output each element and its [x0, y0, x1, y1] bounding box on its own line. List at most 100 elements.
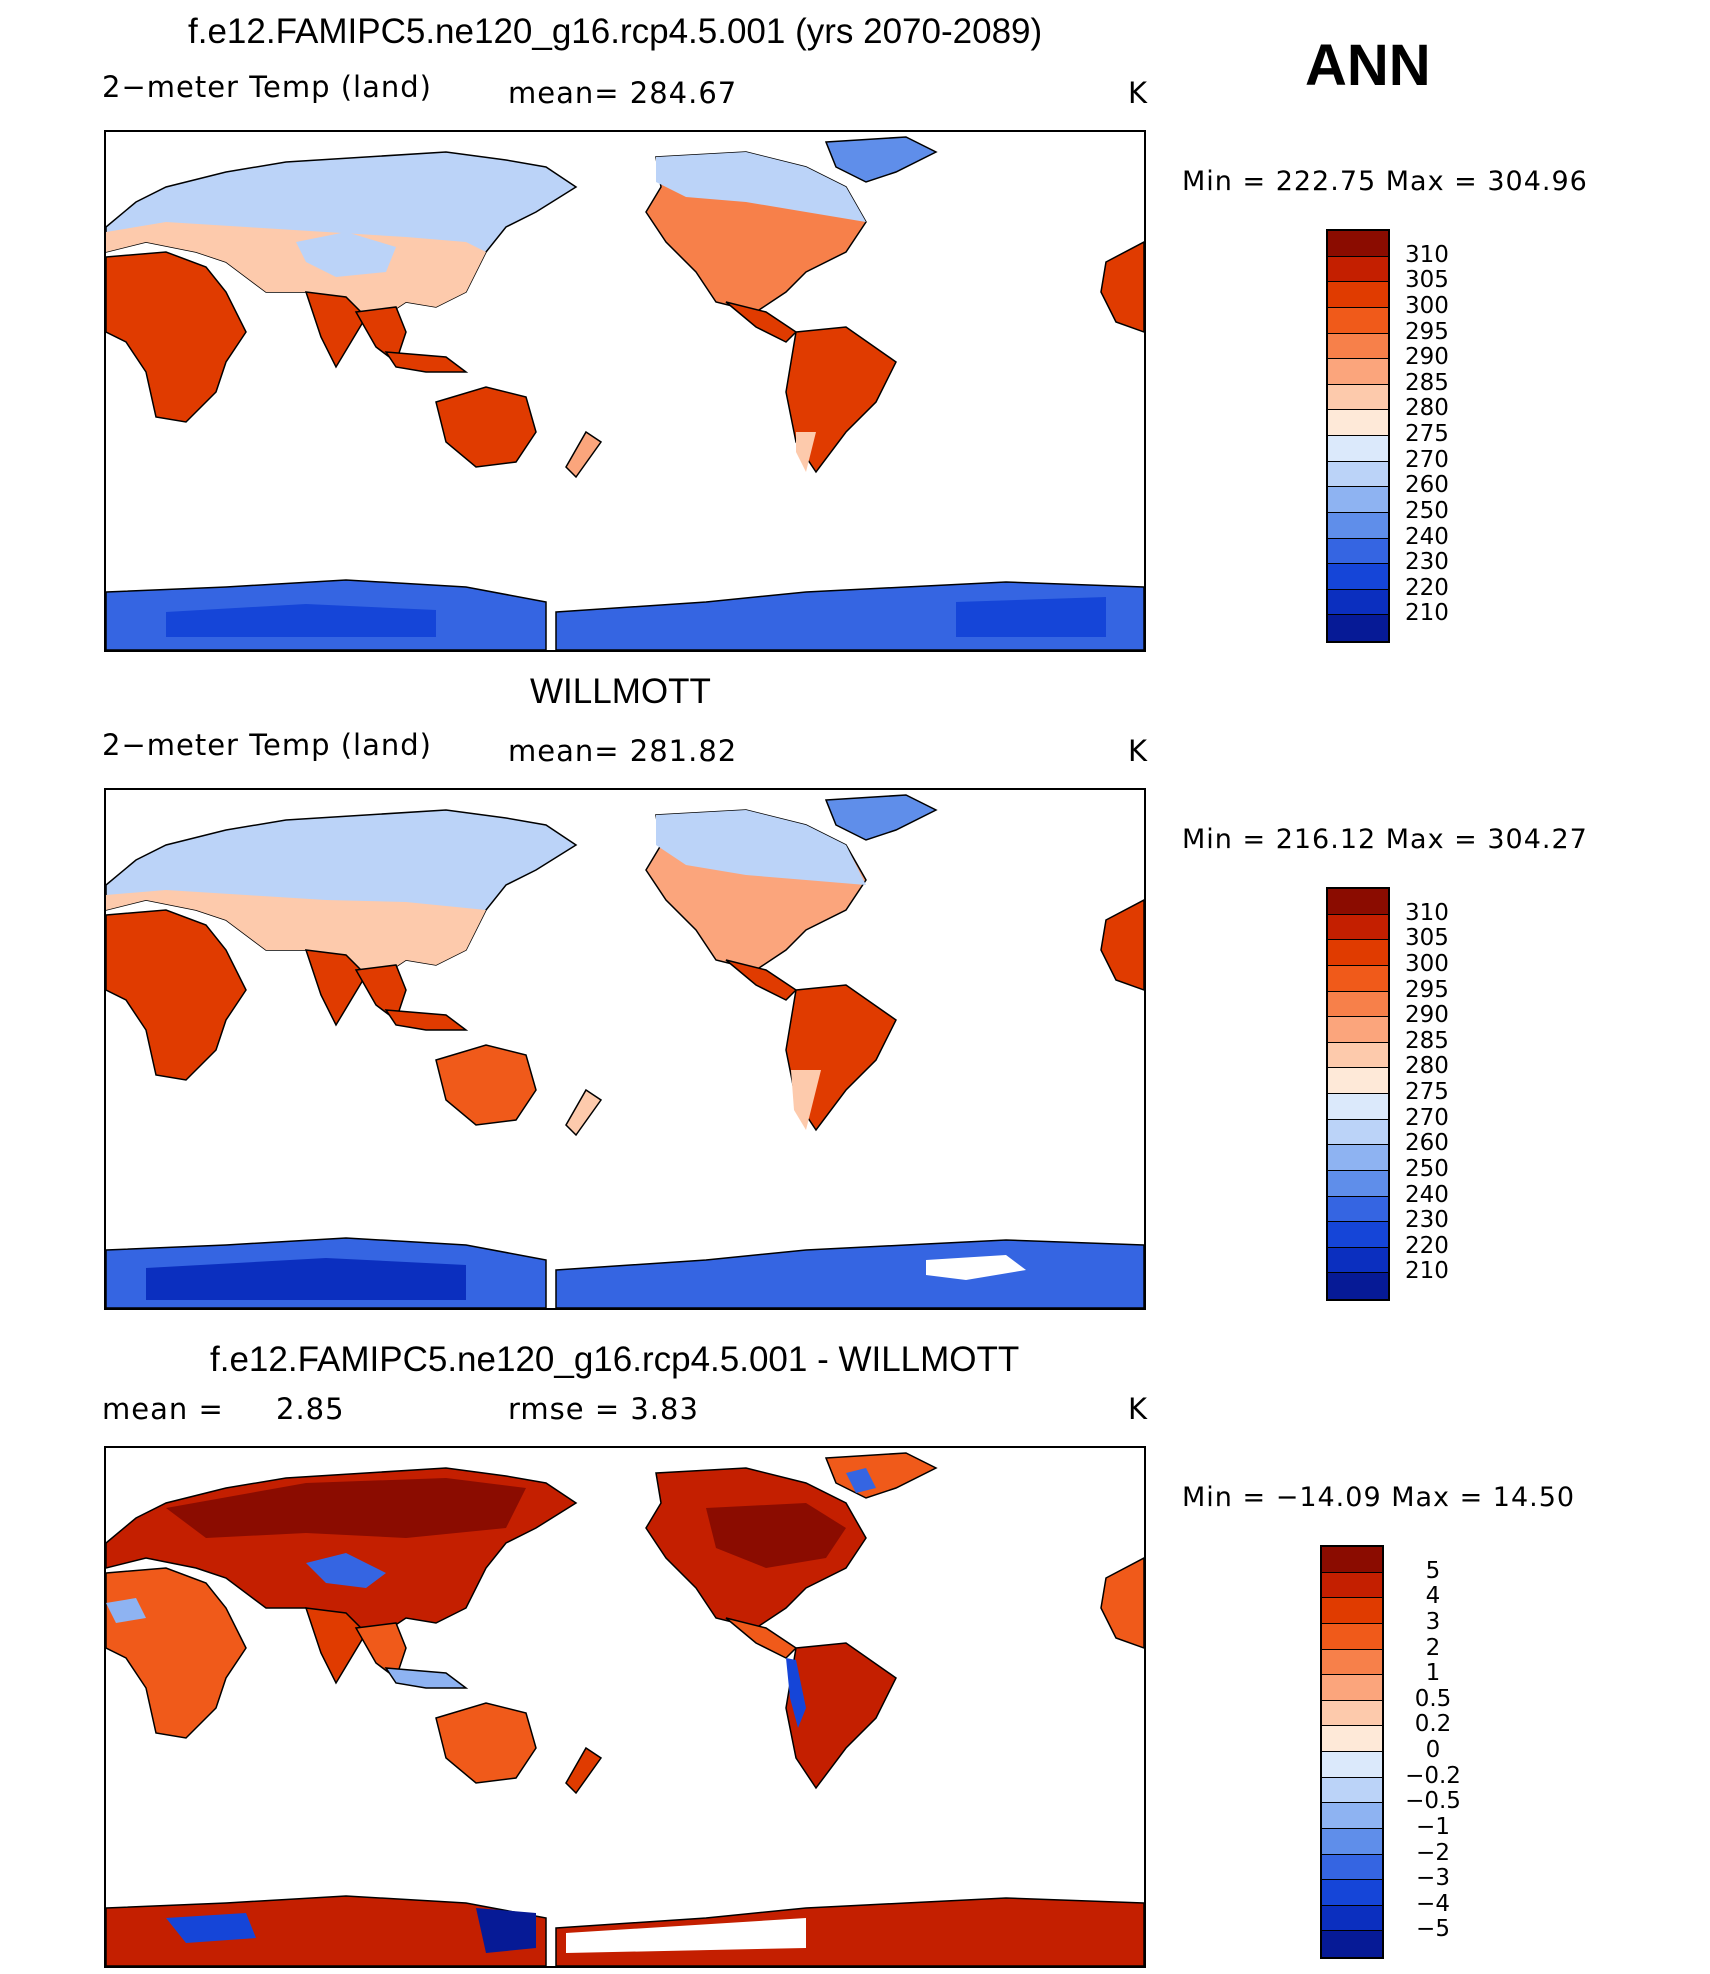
- panel1-map-svg: [106, 136, 1144, 650]
- panel3-colorbar-segments: [1322, 1547, 1382, 1957]
- colorbar-tick-label: 260: [1405, 472, 1449, 499]
- panel2-variable: 2−meter Temp (land): [102, 728, 432, 762]
- colorbar-tick-label: 210: [1405, 600, 1449, 627]
- colorbar-segment: [1322, 1547, 1382, 1573]
- panel3-map-svg: [106, 1452, 1144, 1966]
- colorbar-segment: [1322, 1700, 1382, 1727]
- colorbar-segment: [1328, 359, 1388, 385]
- antarctica-peninsula-snow: [926, 1255, 1026, 1280]
- colorbar-tick-label: 260: [1405, 1130, 1449, 1157]
- colorbar-tick-label: 270: [1405, 446, 1449, 473]
- southeast-asia: [354, 1622, 407, 1680]
- colorbar-tick-label: 275: [1405, 1079, 1449, 1105]
- colorbar-tick-label: 285: [1405, 369, 1449, 396]
- colorbar-segment: [1328, 1017, 1388, 1043]
- colorbar-segment: [1328, 487, 1388, 513]
- colorbar-segment: [1322, 1931, 1382, 1957]
- north-america-north: [656, 152, 866, 222]
- indonesia: [384, 1667, 469, 1689]
- australia: [435, 1702, 537, 1784]
- australia: [435, 386, 537, 468]
- africa-west-edge: [1100, 1557, 1144, 1649]
- panel2-colorbar-segments: [1328, 889, 1388, 1299]
- panel2-mean: mean= 281.82: [508, 734, 738, 768]
- north-america-max: [706, 1503, 846, 1568]
- africa-landmass: [106, 251, 247, 423]
- colorbar-tick-label: 295: [1405, 976, 1449, 1003]
- colorbar-segment: [1328, 940, 1388, 966]
- colorbar-tick-label: 3: [1425, 1608, 1441, 1635]
- colorbar-tick-label: −0.5: [1405, 1788, 1461, 1815]
- colorbar-segment: [1328, 965, 1388, 992]
- colorbar-tick-label: −5: [1416, 1916, 1450, 1943]
- indonesia: [384, 351, 469, 373]
- colorbar-tick-label: 0.2: [1414, 1711, 1452, 1738]
- india: [304, 291, 367, 369]
- panel1-colorbar: [1326, 229, 1390, 643]
- new-zealand: [565, 1088, 603, 1137]
- panel2-map-svg: [106, 794, 1144, 1308]
- colorbar-segment: [1328, 1094, 1388, 1120]
- colorbar-segment: [1322, 1880, 1382, 1906]
- southeast-asia: [354, 306, 407, 364]
- colorbar-segment: [1328, 1068, 1388, 1094]
- colorbar-tick-label: 300: [1405, 292, 1449, 319]
- central-america: [725, 959, 798, 1001]
- colorbar-tick-label: 0.5: [1414, 1685, 1452, 1712]
- colorbar-segment: [1322, 1623, 1382, 1650]
- colorbar-segment: [1328, 1273, 1388, 1299]
- panel3-range: Min = −14.09 Max = 14.50: [1182, 1482, 1576, 1513]
- colorbar-tick-label: 250: [1405, 1155, 1449, 1182]
- colorbar-segment: [1328, 333, 1388, 360]
- africa-west-edge: [1100, 241, 1144, 333]
- colorbar-segment: [1322, 1649, 1382, 1676]
- greenland: [824, 136, 938, 183]
- india: [304, 949, 367, 1027]
- panel1-mean: mean= 284.67: [508, 76, 738, 110]
- colorbar-segment: [1328, 991, 1388, 1018]
- panel1-variable: 2−meter Temp (land): [102, 70, 432, 104]
- colorbar-segment: [1328, 307, 1388, 334]
- colorbar-tick-label: 220: [1405, 1232, 1449, 1259]
- colorbar-segment: [1328, 1170, 1388, 1197]
- india: [304, 1607, 367, 1685]
- panel2-title: WILLMOTT: [530, 672, 711, 711]
- panel3-colorbar: [1320, 1545, 1384, 1959]
- colorbar-tick-label: 230: [1405, 1207, 1449, 1234]
- panel1-colorbar-segments: [1328, 231, 1388, 641]
- colorbar-segment: [1328, 1196, 1388, 1223]
- colorbar-tick-label: 230: [1405, 549, 1449, 576]
- colorbar-segment: [1328, 436, 1388, 462]
- colorbar-segment: [1328, 914, 1388, 941]
- colorbar-tick-label: 280: [1405, 1053, 1449, 1080]
- colorbar-tick-label: 270: [1405, 1104, 1449, 1131]
- colorbar-segment: [1322, 1598, 1382, 1624]
- andes-cooling: [786, 1658, 806, 1728]
- australia: [435, 1044, 537, 1126]
- new-zealand: [565, 1746, 603, 1795]
- colorbar-segment: [1328, 512, 1388, 539]
- colorbar-tick-label: 310: [1405, 241, 1449, 268]
- africa-west-edge: [1100, 899, 1144, 991]
- siberia-max-warming: [166, 1478, 526, 1538]
- antarctica-cool-1: [166, 1913, 256, 1943]
- africa-cool-patch: [106, 1598, 146, 1623]
- colorbar-segment: [1322, 1828, 1382, 1855]
- colorbar-segment: [1322, 1726, 1382, 1752]
- panel3-mean-label: mean =: [102, 1392, 224, 1426]
- panel3-map: [104, 1446, 1146, 1968]
- central-america: [725, 1617, 798, 1659]
- colorbar-tick-label: 1: [1425, 1660, 1441, 1687]
- south-america-tip: [791, 1070, 821, 1130]
- colorbar-segment: [1322, 1572, 1382, 1599]
- colorbar-segment: [1328, 282, 1388, 308]
- colorbar-tick-label: −1: [1416, 1813, 1450, 1840]
- north-america-north: [656, 810, 866, 885]
- colorbar-tick-label: 305: [1405, 267, 1449, 294]
- antarctica-cool-2: [476, 1908, 536, 1953]
- colorbar-tick-label: 240: [1405, 523, 1449, 550]
- panel1-title: f.e12.FAMIPC5.ne120_g16.rcp4.5.001 (yrs …: [188, 12, 1043, 51]
- colorbar-tick-label: −4: [1416, 1890, 1450, 1917]
- colorbar-tick-label: 295: [1405, 318, 1449, 345]
- colorbar-tick-label: 250: [1405, 497, 1449, 524]
